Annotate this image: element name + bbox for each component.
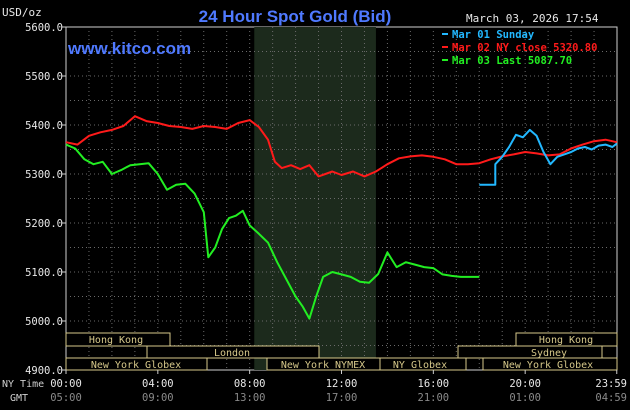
legend-label-mar03: Mar 03 Last 5087.70 xyxy=(452,55,572,67)
session-nyglobex3: New York Globex xyxy=(503,360,593,371)
session-hongkong2: Hong Kong xyxy=(539,335,593,346)
x-tick-label-gmt: 13:00 xyxy=(234,392,266,404)
session-nyglobex2: NY Globex xyxy=(393,360,447,371)
gmt-label: GMT xyxy=(10,393,28,404)
x-tick-label-nytime: 00:00 xyxy=(50,378,82,390)
watermark-kitco: www.kitco.com xyxy=(67,39,191,58)
legend-label-mar01: Mar 01 Sunday xyxy=(452,29,535,41)
x-tick-label-nytime: 16:00 xyxy=(418,378,450,390)
chart-title: 24 Hour Spot Gold (Bid) xyxy=(199,7,392,26)
y-tick-label: 5000.0 xyxy=(25,316,63,328)
session-nynymex: New York NYMEX xyxy=(281,360,365,371)
legend-swatch-mar01 xyxy=(442,33,448,35)
x-tick-label-nytime: 04:00 xyxy=(142,378,174,390)
series-line-mar02 xyxy=(65,115,618,178)
x-tick-label-gmt: 09:00 xyxy=(142,392,174,404)
x-tick-label-gmt: 05:00 xyxy=(50,392,82,404)
session-hongkong: Hong Kong xyxy=(89,335,143,346)
x-tick-label-gmt: 21:00 xyxy=(418,392,450,404)
legend-swatch-mar03 xyxy=(442,59,448,61)
session-layer: Hong Kong London New York Globex New Yor… xyxy=(65,332,618,371)
series-layer xyxy=(65,115,618,320)
nytime-label: NY Time xyxy=(2,379,44,390)
chart-timestamp: March 03, 2026 17:54 xyxy=(466,12,599,25)
shaded-session-band xyxy=(254,27,376,370)
session-nyglobex-box xyxy=(65,357,208,371)
y-tick-label: 5200.0 xyxy=(25,218,63,230)
session-hongkong-box xyxy=(65,332,171,347)
session-nyglobex3-box xyxy=(482,357,618,371)
legend: Mar 01 Sunday Mar 02 NY close 5320.80 Ma… xyxy=(442,29,597,67)
y-tick-label: 5100.0 xyxy=(25,267,63,279)
legend-label-mar02: Mar 02 NY close 5320.80 xyxy=(452,42,597,54)
x-tick-label-gmt: 01:00 xyxy=(509,392,541,404)
shade-layer xyxy=(254,27,376,370)
y-tick-label: 4900.0 xyxy=(25,365,63,377)
series-line-mar03 xyxy=(65,143,480,320)
x-tick-label-nytime: 08:00 xyxy=(234,378,266,390)
y-axis: 5600.0 5500.0 5400.0 5300.0 5200.0 5100.0 5000… xyxy=(25,22,66,377)
session-london: London xyxy=(214,348,250,359)
y-axis-unit: USD/oz xyxy=(2,6,42,19)
y-tick-label: 5300.0 xyxy=(25,169,63,181)
session-nyglobex: New York Globex xyxy=(91,360,181,371)
session-london-box xyxy=(146,345,320,359)
x-tick-label-nytime: 20:00 xyxy=(509,378,541,390)
x-axis: 00:00 05:00 04:00 09:00 08:00 13:00 12:00 17:00… xyxy=(50,370,627,404)
x-tick-label-nytime: 23:59 xyxy=(595,378,627,390)
y-tick-label: 5600.0 xyxy=(25,22,63,34)
x-tick-label-gmt: 17:00 xyxy=(326,392,358,404)
session-sydney: Sydney xyxy=(531,348,567,359)
legend-swatch-mar02 xyxy=(442,46,448,48)
y-tick-label: 5500.0 xyxy=(25,71,63,83)
x-tick-label-nytime: 12:00 xyxy=(326,378,358,390)
session-nyglobex2-box xyxy=(379,357,467,371)
x-tick-label-gmt: 04:59 xyxy=(595,392,627,404)
series-line-mar01 xyxy=(479,128,618,186)
y-tick-label: 5400.0 xyxy=(25,120,63,132)
